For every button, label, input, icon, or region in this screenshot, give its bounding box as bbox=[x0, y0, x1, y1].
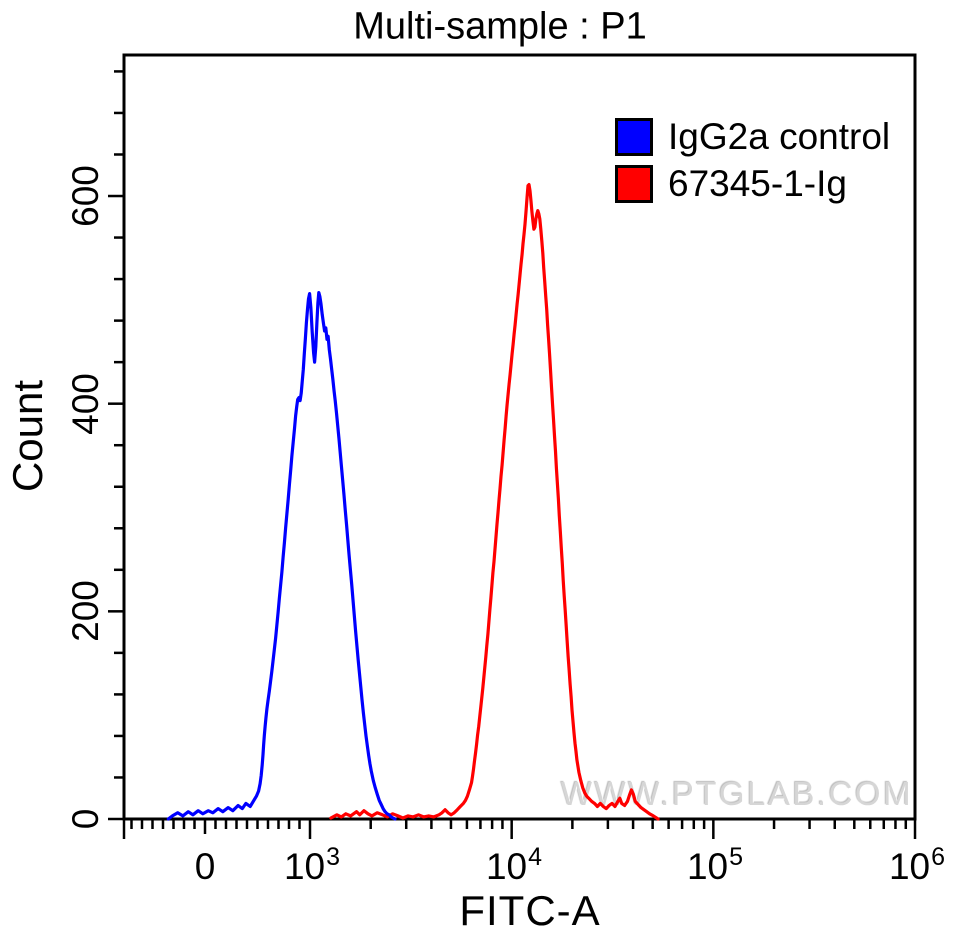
watermark: WWW.PTGLAB.COM bbox=[560, 775, 914, 812]
plot-frame bbox=[122, 53, 917, 821]
x-tick-exponent: 6 bbox=[931, 843, 946, 871]
x-tick-base: 10 bbox=[485, 846, 528, 887]
x-tick-exponent: 5 bbox=[729, 843, 744, 871]
legend-swatch-red bbox=[615, 165, 653, 203]
legend-label: 67345-1-Ig bbox=[668, 163, 847, 204]
x-tick-label-1e6: 106 bbox=[888, 843, 946, 888]
x-tick-label-0: 0 bbox=[195, 846, 216, 888]
x-tick-base: 10 bbox=[283, 846, 326, 887]
legend-label: IgG2a control bbox=[668, 116, 891, 157]
x-tick-base: 10 bbox=[686, 846, 729, 887]
x-tick-label-1e5: 105 bbox=[686, 843, 744, 888]
x-tick-exponent: 4 bbox=[528, 843, 543, 871]
x-tick-zero-text: 0 bbox=[194, 846, 216, 887]
histogram-curve-red bbox=[329, 183, 660, 821]
x-tick-label-1e3: 103 bbox=[283, 843, 341, 888]
legend: IgG2a control 67345-1-Ig bbox=[615, 116, 891, 212]
y-tick-label-0: 0 bbox=[65, 808, 106, 830]
y-tick-label-400: 400 bbox=[65, 373, 106, 435]
x-axis-label: FITC-A bbox=[459, 887, 601, 934]
x-tick-exponent: 3 bbox=[326, 843, 341, 871]
y-tick-label-200: 200 bbox=[65, 580, 106, 642]
legend-item-67345-1-ig: 67345-1-Ig bbox=[615, 163, 890, 204]
legend-item-igg2a-control: IgG2a control bbox=[615, 116, 891, 157]
y-tick-label-600: 600 bbox=[65, 165, 106, 227]
plot-title: Multi-sample : P1 bbox=[353, 5, 647, 48]
x-tick-base: 10 bbox=[888, 846, 931, 887]
histogram-curve-blue bbox=[166, 291, 397, 821]
y-axis-label: Count bbox=[4, 379, 51, 493]
x-tick-label-1e4: 104 bbox=[485, 843, 543, 888]
legend-swatch-blue bbox=[615, 118, 653, 156]
